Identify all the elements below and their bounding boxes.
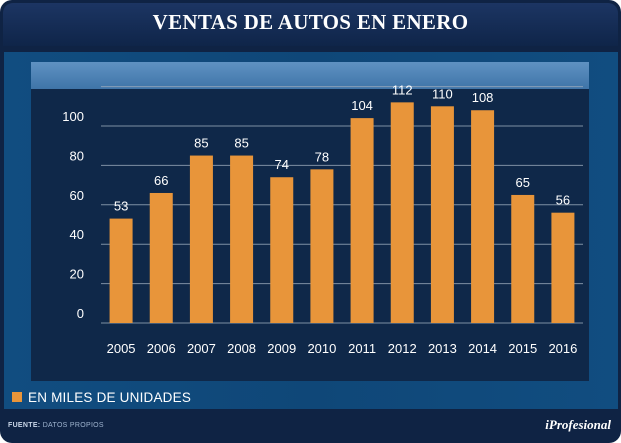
bar-2010 <box>310 169 334 323</box>
data-label-2010: 78 <box>315 149 329 164</box>
data-label-2014: 108 <box>472 90 494 105</box>
x-tick-label-2014: 2014 <box>468 341 497 356</box>
x-tick-label-2005: 2005 <box>107 341 136 356</box>
x-tick-label-2015: 2015 <box>508 341 537 356</box>
y-tick-label: 40 <box>70 227 84 242</box>
source-note: FUENTE: DATOS PROPIOS <box>8 422 104 429</box>
x-tick-label-2010: 2010 <box>307 341 336 356</box>
legend-swatch <box>12 392 22 402</box>
y-tick-label: 60 <box>70 188 84 203</box>
chart-panel-header <box>31 62 589 89</box>
x-tick-label-2011: 2011 <box>348 341 376 356</box>
x-tick-label-2016: 2016 <box>548 341 577 356</box>
x-tick-label-2013: 2013 <box>428 341 457 356</box>
bar-2012 <box>390 102 414 323</box>
bar-2006 <box>149 192 173 323</box>
data-label-2008: 85 <box>234 136 248 151</box>
data-label-2015: 65 <box>516 175 530 190</box>
brand-logo: iProfesional <box>545 417 611 432</box>
data-label-2009: 74 <box>275 157 289 172</box>
y-tick-label: 0 <box>77 306 84 321</box>
bar-2013 <box>430 106 454 323</box>
y-tick-label: 80 <box>70 148 84 163</box>
bar-2008 <box>230 155 254 323</box>
title-bar <box>3 3 618 46</box>
bar-2007 <box>189 155 213 323</box>
legend: EN MILES DE UNIDADES <box>12 388 191 406</box>
x-tick-label-2006: 2006 <box>147 341 176 356</box>
legend-label: EN MILES DE UNIDADES <box>28 389 192 405</box>
data-label-2013: 110 <box>432 86 453 101</box>
data-label-2012: 112 <box>392 82 413 97</box>
x-tick-label-2008: 2008 <box>227 341 256 356</box>
y-tick-label: 20 <box>70 267 84 282</box>
data-label-2005: 53 <box>114 199 128 214</box>
y-tick-label: 100 <box>62 109 84 124</box>
data-label-2016: 56 <box>556 193 570 208</box>
chart-title: VENTAS DE AUTOS EN ENERO <box>152 10 469 34</box>
bar-2009 <box>270 177 294 323</box>
x-tick-label-2007: 2007 <box>187 341 216 356</box>
data-label-2011: 104 <box>351 98 373 113</box>
x-tick-label-2009: 2009 <box>267 341 296 356</box>
data-label-2006: 66 <box>154 173 168 188</box>
bar-2015 <box>511 194 535 323</box>
source-value: DATOS PROPIOS <box>42 422 104 429</box>
bar-2014 <box>471 110 495 324</box>
data-label-2007: 85 <box>194 136 208 151</box>
bar-2011 <box>350 118 374 324</box>
source-label: FUENTE: <box>8 422 41 429</box>
bar-2016 <box>551 212 575 323</box>
bar-2005 <box>109 218 133 323</box>
x-tick-label-2012: 2012 <box>388 341 417 356</box>
